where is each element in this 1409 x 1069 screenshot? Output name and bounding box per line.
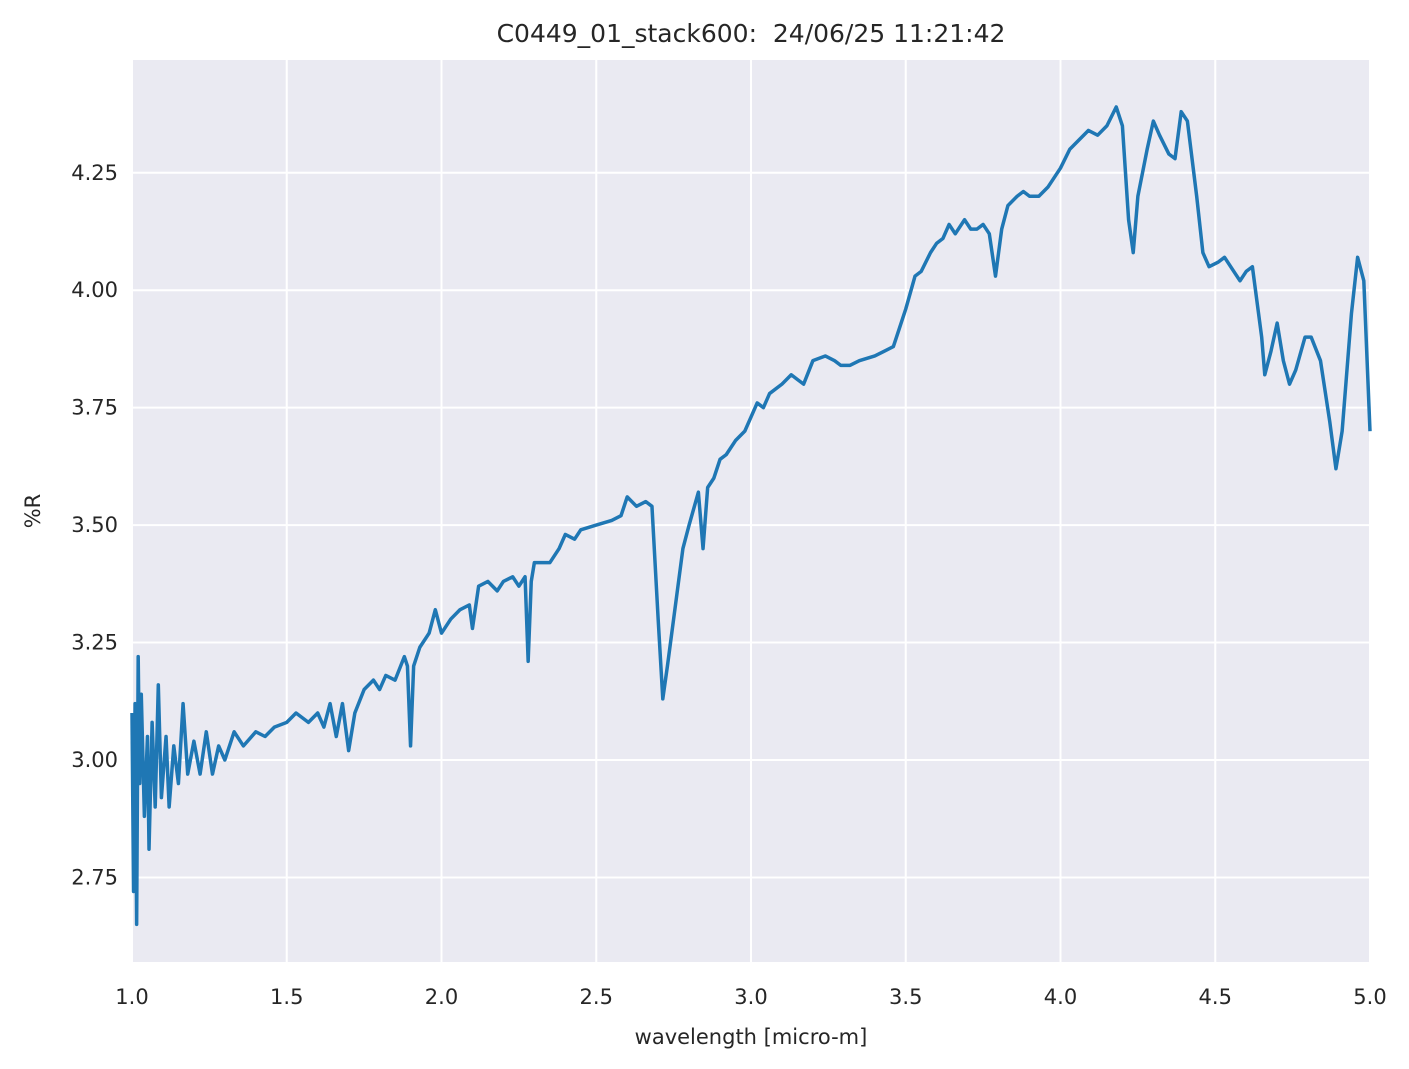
chart-title: C0449_01_stack600: 24/06/25 11:21:42 <box>497 19 1006 48</box>
x-tick-label: 1.5 <box>270 985 303 1009</box>
x-tick-label: 5.0 <box>1353 985 1386 1009</box>
y-tick-label: 3.50 <box>71 513 118 537</box>
x-tick-label: 1.0 <box>115 985 148 1009</box>
y-axis-label: %R <box>21 494 45 529</box>
x-axis-label: wavelength [micro-m] <box>635 1025 868 1049</box>
y-tick-label: 2.75 <box>71 865 118 889</box>
x-tick-label: 3.5 <box>889 985 922 1009</box>
x-tick-label: 4.0 <box>1044 985 1077 1009</box>
y-tick-label: 4.00 <box>71 278 118 302</box>
y-tick-label: 3.25 <box>71 631 118 655</box>
x-tick-label: 2.5 <box>580 985 613 1009</box>
y-tick-label: 3.00 <box>71 748 118 772</box>
x-tick-label: 3.0 <box>734 985 767 1009</box>
data-line <box>130 105 1372 927</box>
x-tick-label: 2.0 <box>425 985 458 1009</box>
y-tick-label: 4.25 <box>71 161 118 185</box>
y-tick-label: 3.75 <box>71 396 118 420</box>
x-tick-label: 4.5 <box>1199 985 1232 1009</box>
